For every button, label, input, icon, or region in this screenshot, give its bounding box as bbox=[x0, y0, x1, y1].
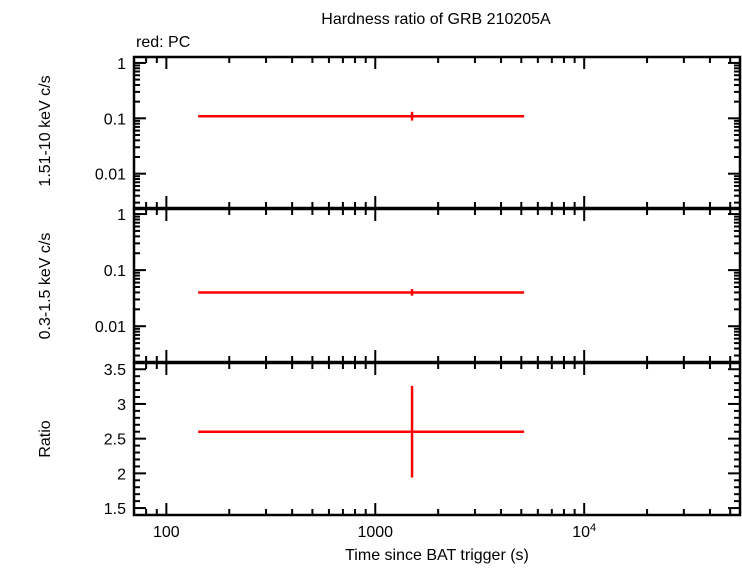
x-tick-label: 1000 bbox=[357, 524, 393, 541]
y-tick-label: 2 bbox=[117, 466, 126, 483]
panel3-ylabel: Ratio bbox=[37, 420, 54, 457]
y-tick-label: 2.5 bbox=[104, 432, 126, 449]
y-tick-label: 3.5 bbox=[104, 362, 126, 379]
panel2-ylabel: 0.3-1.5 keV c/s bbox=[37, 233, 54, 340]
chart-title: Hardness ratio of GRB 210205A bbox=[321, 11, 551, 28]
legend-note: red: PC bbox=[136, 34, 190, 51]
y-tick-label: 1 bbox=[117, 56, 126, 73]
x-tick-label: 100 bbox=[153, 524, 180, 541]
y-tick-label: 0.01 bbox=[95, 319, 126, 336]
panel-3-frame bbox=[132, 361, 742, 517]
y-tick-label: 0.1 bbox=[104, 263, 126, 280]
x-tick-label: 104 bbox=[572, 522, 596, 541]
y-tick-label: 3 bbox=[117, 397, 126, 414]
panel-2-frame bbox=[132, 207, 742, 364]
panel-1-frame bbox=[132, 55, 742, 210]
y-tick-label: 0.01 bbox=[95, 167, 126, 184]
y-tick-label: 1.5 bbox=[104, 501, 126, 518]
y-tick-label: 1 bbox=[117, 207, 126, 224]
x-axis-label: Time since BAT trigger (s) bbox=[345, 547, 529, 564]
y-tick-label: 0.1 bbox=[104, 111, 126, 128]
panel1-ylabel: 1.51-10 keV c/s bbox=[37, 75, 54, 186]
